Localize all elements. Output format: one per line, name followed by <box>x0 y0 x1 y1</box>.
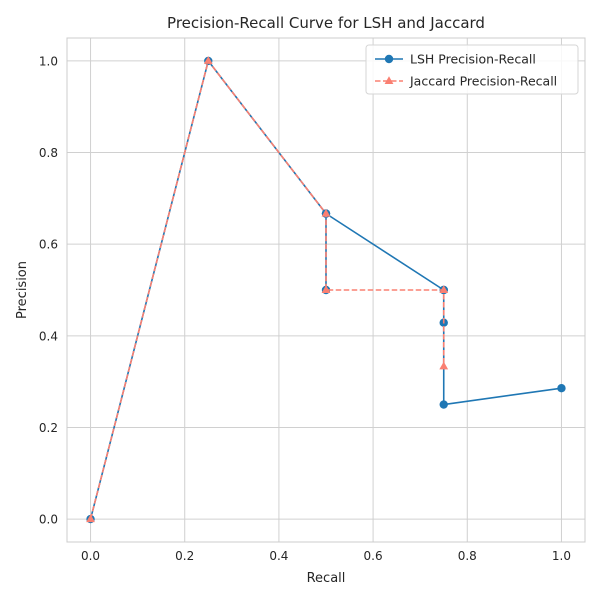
jaccard-point <box>86 514 95 523</box>
y-tick-label: 0.0 <box>39 513 58 527</box>
legend-jaccard-marker <box>384 76 394 84</box>
y-tick-label: 0.2 <box>39 421 58 435</box>
legend: LSH Precision-Recall Jaccard Precision-R… <box>365 44 579 95</box>
jaccard-point <box>321 285 331 293</box>
x-tick-label: 0.8 <box>458 549 477 563</box>
jaccard-point <box>439 361 449 370</box>
lsh-point <box>557 383 566 393</box>
y-tick-label: 0.6 <box>39 238 58 252</box>
plot-area-frame <box>66 37 586 543</box>
x-tick-label: 1.0 <box>552 549 571 563</box>
x-axis-label: Recall <box>307 571 346 586</box>
legend-box <box>365 44 579 95</box>
y-axis-label: Precision <box>15 261 30 319</box>
y-tick-label: 1.0 <box>39 54 58 68</box>
x-tick-label: 0.2 <box>175 549 194 563</box>
chart-title: Precision-Recall Curve for LSH and Jacca… <box>167 14 485 32</box>
jaccard-point <box>203 56 213 64</box>
legend-lsh-marker <box>384 54 394 64</box>
legend-lsh-label: LSH Precision-Recall <box>410 52 536 67</box>
x-tick-label: 0.0 <box>81 549 100 563</box>
grid <box>67 38 585 542</box>
x-tick-label: 0.6 <box>364 549 383 563</box>
x-tick-label: 0.4 <box>269 549 288 563</box>
y-tick-label: 0.4 <box>39 329 58 343</box>
jaccard-series-line <box>89 60 445 520</box>
legend-jaccard-label: Jaccard Precision-Recall <box>409 74 557 89</box>
ticks: 0.0 0.2 0.4 0.6 0.8 1.0 0.0 0.2 0.4 0.6 0.8 1.0 <box>39 54 571 563</box>
y-tick-label: 0.8 <box>39 146 58 160</box>
jaccard-point <box>321 208 331 217</box>
jaccard-series <box>86 56 449 523</box>
jaccard-point <box>439 285 449 293</box>
series-layer <box>86 56 566 524</box>
lsh-point <box>439 400 448 409</box>
